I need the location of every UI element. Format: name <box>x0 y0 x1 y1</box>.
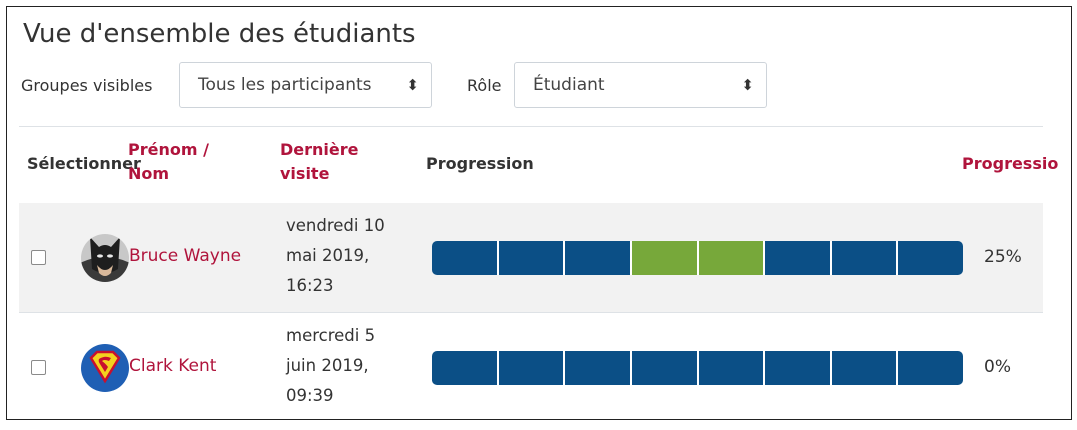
last-visit-line2: mai 2019, <box>286 246 370 265</box>
last-visit-line3: 09:39 <box>286 386 334 405</box>
superman-avatar-icon <box>81 344 129 392</box>
progress-segment-incomplete[interactable] <box>831 351 899 385</box>
groups-select[interactable]: Tous les participants ⬍ <box>179 62 432 108</box>
progress-segment-incomplete[interactable] <box>898 241 963 275</box>
progress-percent: 25% <box>984 247 1022 267</box>
select-checkbox[interactable] <box>31 250 46 265</box>
progress-segment-incomplete[interactable] <box>831 241 899 275</box>
role-select[interactable]: Étudiant ⬍ <box>514 62 767 108</box>
column-header-progress-percent[interactable]: Progressio <box>962 154 1059 173</box>
column-header-name[interactable]: Prénom / Nom <box>128 138 209 186</box>
role-label: Rôle <box>467 76 502 95</box>
column-header-name-line2: Nom <box>128 164 170 183</box>
table-row: Bruce Wayne vendredi 10 mai 2019, 16:23 … <box>19 203 1043 313</box>
progress-segment-complete[interactable] <box>631 241 699 275</box>
progress-segment-incomplete[interactable] <box>432 351 499 385</box>
student-overview-panel: Vue d'ensemble des étudiants Groupes vis… <box>6 6 1072 420</box>
last-visit-line2: juin 2019, <box>286 356 369 375</box>
groups-label: Groupes visibles <box>21 76 153 95</box>
progress-bar <box>432 241 963 275</box>
column-header-visit-line2: visite <box>280 164 330 183</box>
column-header-name-line1: Prénom / <box>128 140 209 159</box>
select-checkbox[interactable] <box>31 360 46 375</box>
progress-segment-complete[interactable] <box>698 241 766 275</box>
progress-segment-incomplete[interactable] <box>432 241 499 275</box>
last-visit: vendredi 10 mai 2019, 16:23 <box>286 211 385 301</box>
batman-avatar-icon <box>81 234 129 282</box>
column-header-visit-line1: Dernière <box>280 140 359 159</box>
progress-percent: 0% <box>984 357 1011 377</box>
column-header-last-visit[interactable]: Dernière visite <box>280 138 359 186</box>
progress-segment-incomplete[interactable] <box>765 351 832 385</box>
sort-arrows-icon: ⬍ <box>741 76 754 94</box>
divider <box>19 126 1043 127</box>
page-title: Vue d'ensemble des étudiants <box>23 19 416 49</box>
row-divider <box>19 312 1043 313</box>
last-visit-line1: mercredi 5 <box>286 326 376 345</box>
student-name-link[interactable]: Clark Kent <box>129 356 217 376</box>
last-visit-line1: vendredi 10 <box>286 216 385 235</box>
progress-segment-incomplete[interactable] <box>565 241 632 275</box>
progress-segment-incomplete[interactable] <box>898 351 963 385</box>
progress-segment-incomplete[interactable] <box>631 351 699 385</box>
progress-segment-incomplete[interactable] <box>765 241 832 275</box>
last-visit-line3: 16:23 <box>286 276 334 295</box>
progress-segment-incomplete[interactable] <box>498 241 566 275</box>
table-row: Clark Kent mercredi 5 juin 2019, 09:39 0… <box>19 313 1043 419</box>
role-select-value: Étudiant <box>533 75 605 95</box>
progress-segment-incomplete[interactable] <box>565 351 632 385</box>
last-visit: mercredi 5 juin 2019, 09:39 <box>286 321 375 411</box>
groups-select-value: Tous les participants <box>198 75 372 95</box>
column-header-progress: Progression <box>426 154 534 173</box>
progress-segment-incomplete[interactable] <box>498 351 566 385</box>
student-name-link[interactable]: Bruce Wayne <box>129 246 242 266</box>
progress-segment-incomplete[interactable] <box>698 351 766 385</box>
sort-arrows-icon: ⬍ <box>406 76 419 94</box>
column-header-select: Sélectionner <box>27 154 141 173</box>
progress-bar <box>432 351 963 385</box>
